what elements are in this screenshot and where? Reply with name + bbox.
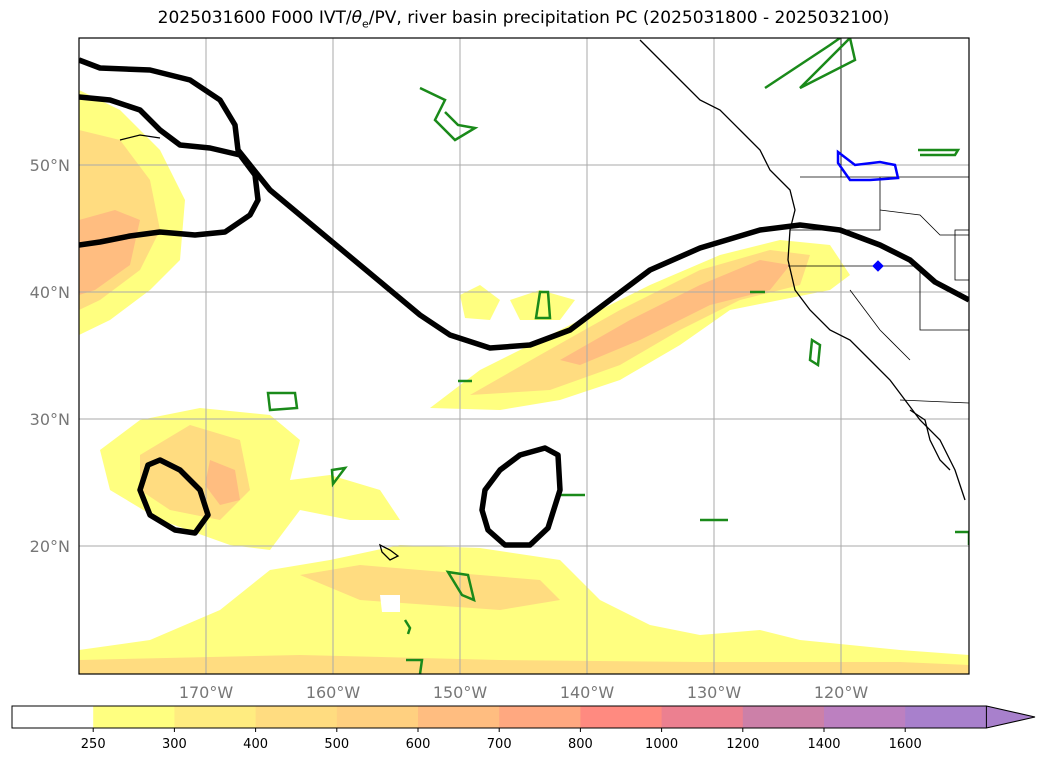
colorbar-tick-label: 1000 [645, 737, 678, 752]
colorbar-tick-label: 1200 [726, 737, 759, 752]
colorbar-segment [742, 706, 825, 728]
lon-label-160w: 160°W [306, 683, 361, 702]
colorbar [11, 705, 1036, 729]
colorbar-labels: 250 300 400 500 600 700 800 1000 1200 1400 1600 [81, 728, 922, 752]
colorbar-segment [661, 706, 744, 728]
lon-label-120w: 120°W [814, 683, 869, 702]
theta-e-contours [266, 38, 969, 674]
colorbar-segment [12, 706, 94, 728]
lon-labels: 170°W 160°W 150°W 140°W 130°W 120°W [179, 683, 869, 702]
colorbar-segment [824, 706, 906, 728]
lon-label-130w: 130°W [687, 683, 742, 702]
lat-label-50: 50°N [30, 156, 70, 175]
colorbar-segment [336, 706, 419, 728]
lat-label-30: 30°N [30, 410, 70, 429]
lat-label-20: 20°N [30, 537, 70, 556]
colorbar-tick-label: 250 [81, 737, 106, 752]
colorbar-tick-label: 300 [162, 737, 187, 752]
lat-labels: 50°N 40°N 30°N 20°N [30, 156, 70, 556]
colorbar-segment [255, 706, 338, 728]
map-title: 2025031600 F000 IVT/θe/PV, river basin p… [157, 8, 890, 31]
colorbar-segment [93, 706, 175, 728]
lon-label-140w: 140°W [560, 683, 615, 702]
ivt-shading [79, 90, 969, 674]
colorbar-tick-label: 500 [324, 737, 349, 752]
colorbar-extend-arrow [985, 705, 1036, 729]
coastlines [119, 39, 966, 561]
colorbar-segment [418, 706, 500, 728]
lat-label-40: 40°N [30, 283, 70, 302]
colorbar-segment [580, 706, 663, 728]
colorbar-tick-label: 700 [487, 737, 512, 752]
pv-contours [79, 57, 969, 548]
colorbar-tick-label: 400 [243, 737, 268, 752]
colorbar-tick-label: 1400 [807, 737, 840, 752]
colorbar-segment [905, 706, 987, 728]
colorbar-segment [174, 706, 257, 728]
colorbar-tick-label: 600 [406, 737, 431, 752]
colorbar-segment [499, 706, 581, 728]
precip-contour [836, 149, 900, 272]
colorbar-tick-label: 1600 [889, 737, 922, 752]
lon-label-150w: 150°W [433, 683, 488, 702]
map-frame [78, 37, 970, 675]
colorbar-tick-label: 800 [568, 737, 593, 752]
lon-label-170w: 170°W [179, 683, 234, 702]
